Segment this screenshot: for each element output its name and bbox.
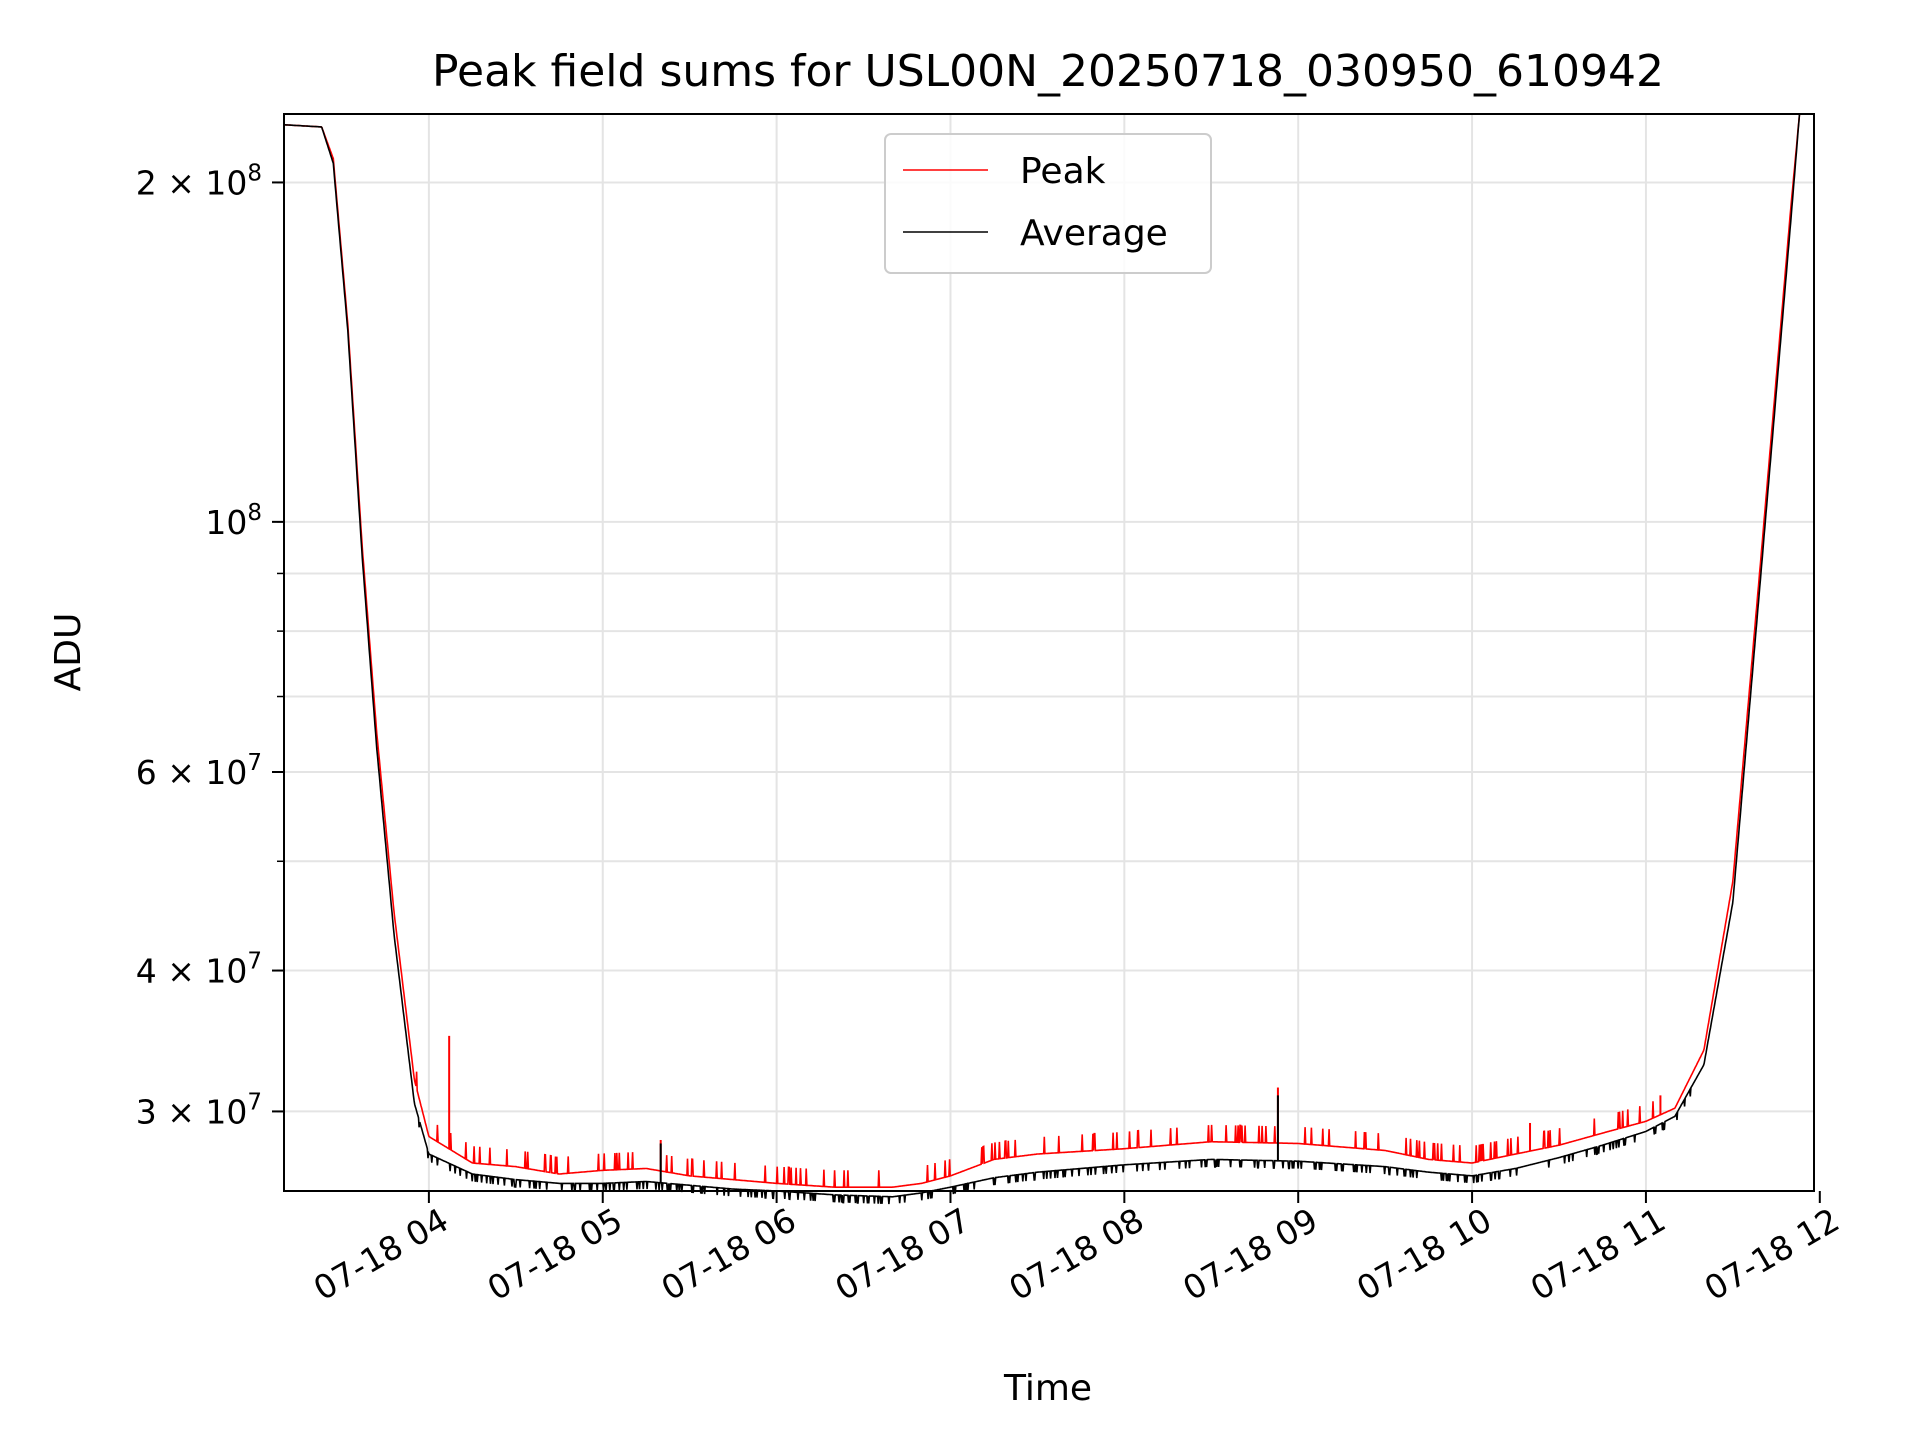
x-tick-label: 07-18 05: [481, 1200, 629, 1308]
x-tick-label: 07-18 07: [828, 1200, 976, 1308]
legend: Peak Average: [884, 133, 1212, 274]
y-axis-label: ADU: [48, 613, 89, 692]
x-axis-label: Time: [1003, 1368, 1092, 1409]
chart-title: Peak field sums for USL00N_20250718_0309…: [432, 46, 1664, 97]
x-tick-label: 07-18 08: [1002, 1200, 1150, 1308]
x-tick-label: 07-18 09: [1176, 1200, 1324, 1308]
y-tick-label: 108: [205, 500, 262, 542]
y-tick-label: 2 × 108: [136, 160, 262, 202]
x-tick-label: 07-18 06: [655, 1200, 803, 1308]
x-tick-label: 07-18 12: [1698, 1200, 1846, 1308]
y-tick-label: 3 × 107: [136, 1089, 262, 1131]
y-tick-label: 6 × 107: [136, 750, 262, 792]
y-tick-label: 4 × 107: [136, 949, 262, 991]
x-tick-label: 07-18 04: [307, 1200, 455, 1308]
series-lines: [284, 113, 1801, 1205]
grid-lines: [272, 114, 1821, 1203]
series-line-peak: [284, 113, 1801, 1188]
legend-label-average: Average: [1020, 213, 1168, 254]
plot-frame: [283, 113, 1815, 1192]
legend-label-peak: Peak: [1020, 151, 1106, 192]
legend-box: [884, 133, 1212, 274]
series-line-average: [284, 113, 1801, 1205]
x-tick-labels: 07-18 04 07-18 05 07-18 06 07-18 07 07-18 08…: [307, 1200, 1846, 1308]
x-tick-label: 07-18 11: [1524, 1200, 1672, 1308]
x-tick-label: 07-18 10: [1350, 1200, 1498, 1308]
y-tick-labels: 2 × 108 108 6 × 107 4 × 107 3 × 107: [136, 160, 262, 1131]
